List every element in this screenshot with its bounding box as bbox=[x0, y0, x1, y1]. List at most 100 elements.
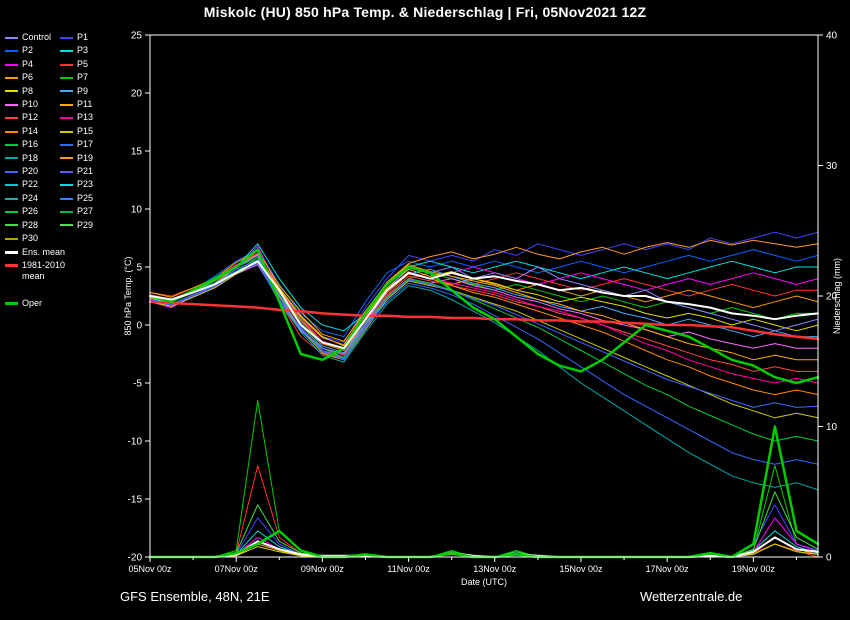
legend-item-p23: P23 bbox=[60, 178, 93, 191]
legend-color-dash bbox=[60, 76, 73, 79]
y-left-tick-label: -5 bbox=[133, 379, 142, 390]
precip-series-p7-precip bbox=[149, 399, 819, 558]
x-tick-label: 11Nov 00z bbox=[387, 564, 430, 574]
temp-series-ens-mean bbox=[149, 260, 819, 350]
legend-label: P15 bbox=[77, 125, 94, 136]
legend-row: P28 P29 bbox=[5, 219, 93, 232]
legend-label: Ens. mean bbox=[22, 246, 66, 257]
legend-label: P20 bbox=[22, 166, 39, 177]
legend-color-dash bbox=[60, 63, 73, 66]
legend-label: Control bbox=[22, 32, 52, 42]
legend-row: P10 P11 bbox=[5, 98, 93, 111]
legend-label: P8 bbox=[22, 85, 34, 96]
legend-item-p5: P5 bbox=[60, 58, 88, 71]
y-left-tick-label: -10 bbox=[128, 437, 143, 448]
legend-label: P12 bbox=[22, 112, 39, 123]
temp-series-oper bbox=[148, 248, 820, 385]
legend-row: P20 P21 bbox=[5, 165, 93, 178]
legend-item-ens-mean: Ens. mean bbox=[5, 246, 65, 259]
y-right-tick-label: 40 bbox=[826, 31, 838, 42]
legend-color-dash bbox=[60, 36, 73, 39]
legend-item-p4: P4 bbox=[5, 58, 60, 71]
x-tick-label: 19Nov 00z bbox=[732, 564, 776, 574]
legend-color-dash bbox=[60, 184, 73, 187]
legend-color-dash bbox=[5, 170, 18, 173]
legend-color-dash bbox=[5, 103, 18, 106]
legend-color-dash bbox=[60, 50, 73, 53]
legend-item-p17: P17 bbox=[60, 138, 93, 151]
legend-label: P14 bbox=[22, 125, 39, 136]
legend-color-dash bbox=[5, 157, 18, 160]
legend-row: P6 P7 bbox=[5, 71, 93, 84]
legend-item-p13: P13 bbox=[60, 111, 93, 124]
y-left-tick-label: 5 bbox=[136, 263, 142, 274]
legend-item-p15: P15 bbox=[60, 125, 93, 138]
legend-color-dash bbox=[60, 143, 73, 146]
precip-series-p1-precip bbox=[149, 504, 819, 558]
y-right-tick-label: 20 bbox=[826, 292, 838, 303]
legend-item-p29: P29 bbox=[60, 219, 93, 232]
y-left-tick-label: 25 bbox=[131, 31, 143, 42]
legend-color-dash bbox=[60, 130, 73, 133]
x-tick-label: 13Nov 00z bbox=[473, 564, 517, 574]
legend-label: P17 bbox=[77, 139, 94, 150]
legend-label: P19 bbox=[77, 152, 94, 163]
legend-label: P11 bbox=[77, 99, 93, 110]
x-tick-label: 17Nov 00z bbox=[646, 564, 690, 574]
legend-label: P24 bbox=[22, 192, 39, 203]
x-tick-label: 07Nov 00z bbox=[215, 564, 259, 574]
legend-label: P25 bbox=[77, 192, 94, 203]
legend-color-dash bbox=[5, 90, 18, 93]
legend-color-dash bbox=[60, 117, 73, 120]
legend-item-p8: P8 bbox=[5, 85, 60, 98]
precip-series-p4-precip bbox=[149, 517, 819, 558]
legend-item-p25: P25 bbox=[60, 192, 93, 205]
legend-item-p24: P24 bbox=[5, 192, 60, 205]
y-right-tick-label: 30 bbox=[826, 161, 838, 172]
legend-row: P2 P3 bbox=[5, 44, 93, 57]
legend-label: Oper bbox=[22, 297, 43, 308]
legend-row: P16 P17 bbox=[5, 138, 93, 151]
legend-item-p2: P2 bbox=[5, 44, 60, 57]
legend-color-dash bbox=[60, 197, 73, 200]
y-left-axis-title: 850 hPa Temp. (°C) bbox=[123, 257, 133, 336]
temp-series-p16 bbox=[149, 257, 819, 442]
legend-item-p1: P1 bbox=[60, 31, 88, 44]
legend-color-dash bbox=[5, 237, 18, 240]
legend-color-dash bbox=[5, 117, 18, 120]
legend-label: 1981-2010 mean bbox=[22, 259, 65, 282]
legend-label: P30 bbox=[22, 233, 39, 244]
legend-item-p16: P16 bbox=[5, 138, 60, 151]
temp-series-p14 bbox=[149, 254, 819, 396]
legend-row: P22 P23 bbox=[5, 178, 93, 191]
y-left-tick-label: 10 bbox=[131, 205, 143, 216]
y-right-axis-title: Niederschlag (mm) bbox=[832, 258, 842, 334]
legend-color-dash bbox=[5, 210, 18, 213]
legend-item-p3: P3 bbox=[60, 44, 88, 57]
precip-series-oper-precip bbox=[148, 425, 820, 559]
legend-color-dash bbox=[5, 184, 18, 187]
legend-color-dash bbox=[60, 90, 73, 93]
legend-label: P10 bbox=[22, 99, 39, 110]
y-right-tick-label: 10 bbox=[826, 422, 838, 433]
legend-row: Ens. mean bbox=[5, 246, 93, 259]
legend-label: P28 bbox=[22, 219, 39, 230]
legend-label-line: 1981-2010 bbox=[22, 259, 66, 270]
x-tick-label: 05Nov 00z bbox=[128, 564, 172, 574]
temp-series-p7 bbox=[149, 257, 819, 349]
legend-item-p14: P14 bbox=[5, 125, 60, 138]
temp-series-control bbox=[149, 254, 819, 355]
legend-label: P23 bbox=[77, 179, 94, 190]
legend-row: P4 P5 bbox=[5, 58, 93, 71]
legend-color-dash bbox=[5, 130, 18, 133]
legend-item-p21: P21 bbox=[60, 165, 93, 178]
x-tick-label: 15Nov 00z bbox=[559, 564, 603, 574]
x-axis-title: Date (UTC) bbox=[461, 577, 507, 587]
legend-label: P22 bbox=[22, 179, 39, 190]
legend-label: P3 bbox=[77, 45, 89, 56]
legend-color-dash bbox=[5, 76, 18, 79]
legend-label: P27 bbox=[77, 206, 94, 217]
legend-color-dash bbox=[60, 103, 73, 106]
legend-color-dash bbox=[5, 263, 18, 267]
temp-series-p20 bbox=[149, 263, 819, 408]
